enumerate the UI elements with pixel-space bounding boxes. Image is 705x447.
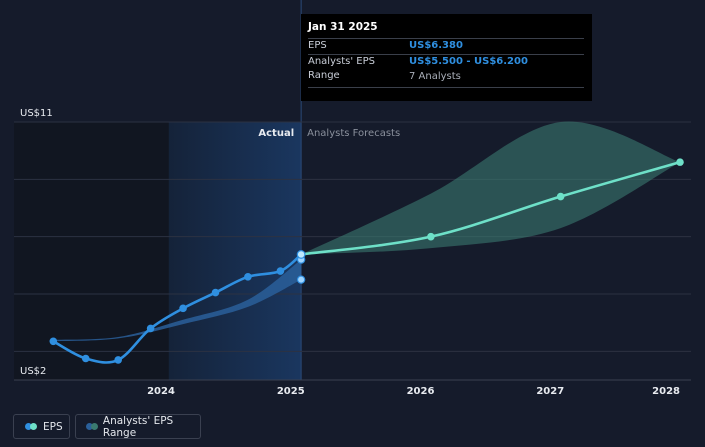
eps-range-band-range_forecast [301, 121, 680, 255]
tooltip-date: Jan 31 2025 [308, 21, 378, 33]
tooltip-eps-value: US$6.380 [409, 40, 463, 51]
eps-point [81, 354, 90, 363]
tooltip-range-label: Analysts' EPS Range [308, 56, 375, 81]
tooltip-range-row: Analysts' EPS Range US$5.500 - US$6.200 [308, 54, 584, 81]
eps-range-bands [53, 121, 680, 342]
highlight-region [14, 0, 302, 380]
actual-label: Actual [258, 128, 294, 139]
tooltip-eps-label: EPS [308, 40, 327, 51]
tooltip-analysts: 7 Analysts [409, 71, 461, 82]
tooltip-eps-row: EPS US$6.380 [308, 38, 584, 54]
eps-point [49, 337, 58, 346]
eps-point [676, 158, 684, 166]
tooltip-range-value: US$5.500 - US$6.200 [409, 56, 528, 67]
legend-item-eps[interactable]: EPS [13, 414, 70, 439]
eps-range-band-range_actual [53, 259, 302, 342]
forecast-label: Analysts Forecasts [307, 128, 400, 139]
eps-point [427, 232, 435, 241]
x-tick-label: 2028 [652, 386, 680, 397]
x-tick-label: 2026 [407, 386, 435, 397]
eps-point [211, 288, 220, 297]
y-tick-label: US$11 [20, 108, 53, 119]
range-marker [296, 275, 306, 284]
actual-highlight [168, 122, 302, 380]
range-legend-icon [86, 423, 98, 430]
eps-point [146, 324, 155, 333]
legend-eps-label: EPS [43, 420, 63, 433]
legend-item-range[interactable]: Analysts' EPS Range [75, 414, 201, 439]
x-tick-label: 2025 [277, 386, 305, 397]
eps-point [114, 356, 122, 364]
axis-labels: US$11 US$2 2024 2025 2026 2027 2028 Actual Analy… [20, 108, 680, 397]
eps-point [244, 273, 252, 281]
legend-range-label: Analysts' EPS Range [102, 414, 174, 439]
eps-legend-icon [25, 423, 37, 430]
eps-point-current [296, 250, 306, 259]
x-tick-label: 2024 [147, 386, 175, 397]
eps-point [179, 304, 187, 313]
y-tick-label: US$2 [20, 366, 46, 377]
eps-point [276, 267, 285, 275]
eps-point [556, 192, 565, 201]
tooltip: Jan 31 2025 EPS US$6.380 Analysts' EPS R… [301, 14, 592, 101]
x-tick-label: 2027 [536, 386, 564, 397]
eps-points [49, 158, 684, 364]
tooltip-analysts-row: 7 Analysts [308, 70, 584, 88]
eps-line-forecast [300, 160, 681, 256]
